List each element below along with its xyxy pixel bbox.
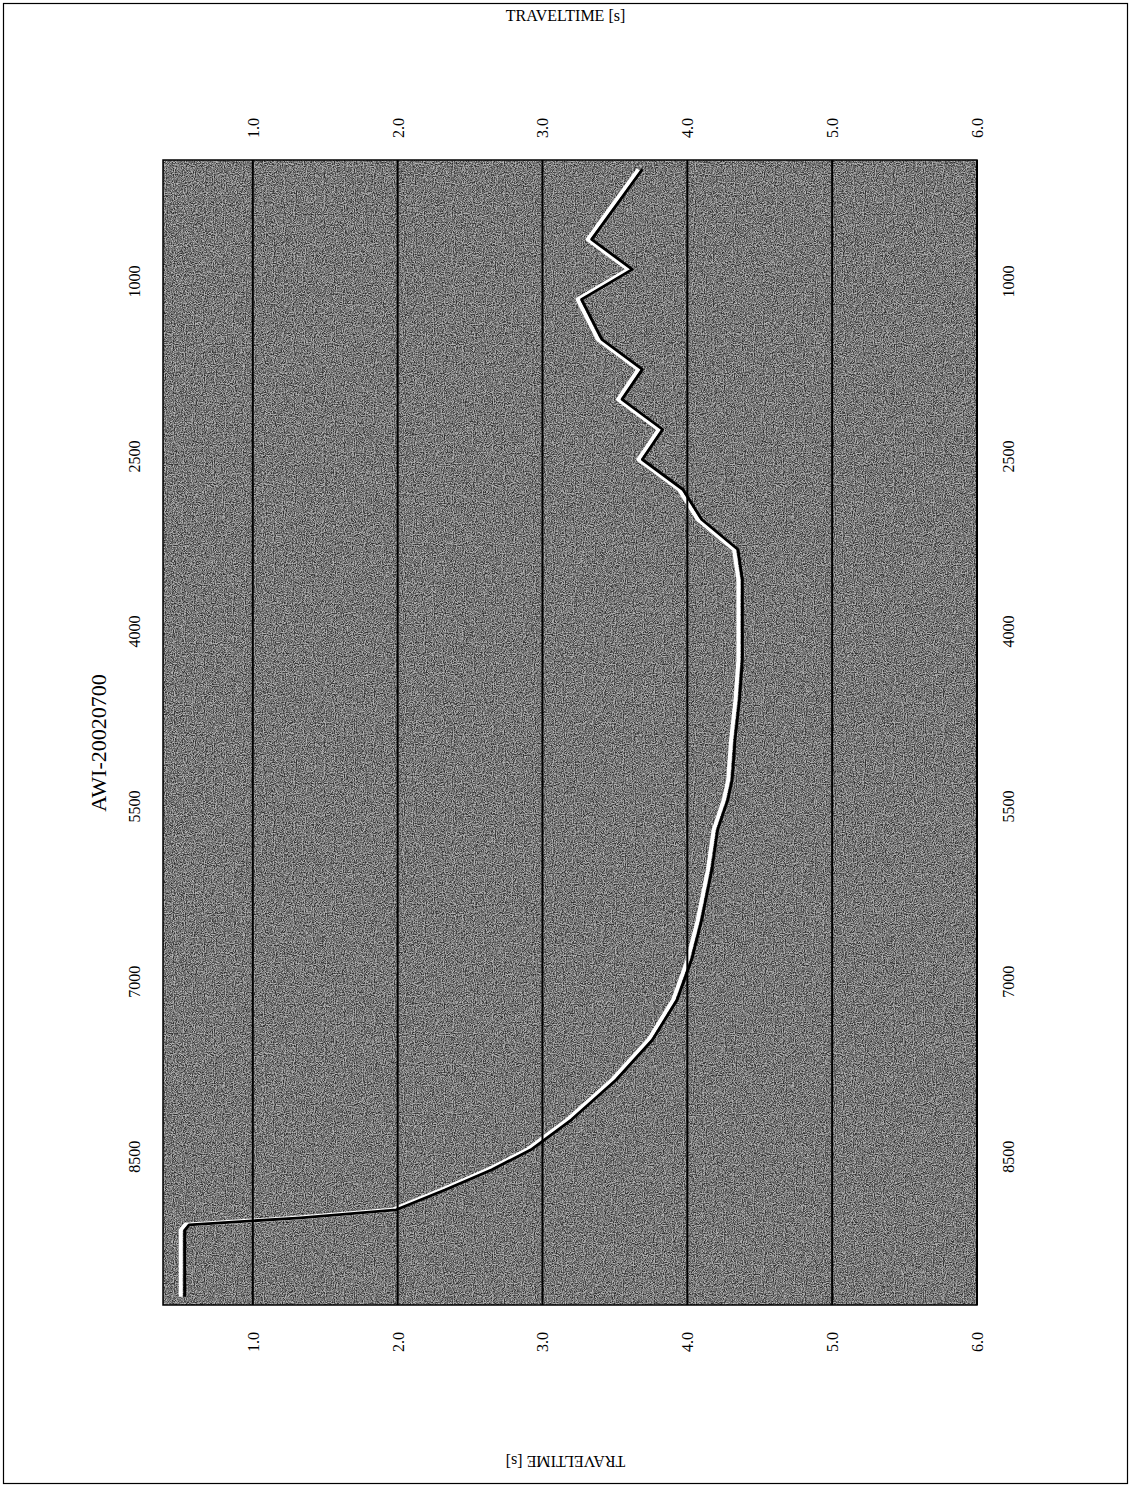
tick-label: 8500 bbox=[126, 1141, 143, 1173]
tick-label: 5500 bbox=[1000, 791, 1017, 823]
data-group bbox=[181, 169, 743, 1297]
tick-label: 4.0 bbox=[679, 118, 696, 138]
tick-label: 2500 bbox=[1000, 440, 1017, 472]
plot-background bbox=[163, 160, 977, 1305]
page-border bbox=[4, 4, 1128, 1484]
seismic-noise bbox=[163, 160, 977, 1305]
grid-line bbox=[541, 160, 543, 1305]
grid-line bbox=[686, 160, 688, 1305]
tick-label: 1.0 bbox=[245, 118, 262, 138]
grid-line bbox=[252, 160, 254, 1305]
tick-label: 3.0 bbox=[534, 1332, 551, 1352]
tick-label: 7000 bbox=[126, 966, 143, 998]
tick-label: 2.0 bbox=[390, 118, 407, 138]
tick-label: 5.0 bbox=[824, 118, 841, 138]
axis-title: TRAVELTIME [s] bbox=[506, 1453, 626, 1470]
chart-title: AWI-20020700 bbox=[86, 674, 111, 812]
figure: 1.0 1.0 2.0 2.0 3.0 3.0 4.0 4.0 5.0 5.0 6.0 6.0 1000… bbox=[0, 0, 1131, 1487]
grid-line bbox=[397, 160, 399, 1305]
tick-label: 4.0 bbox=[679, 1332, 696, 1352]
reflector-line bbox=[185, 169, 743, 1297]
tick-label: 8500 bbox=[1000, 1141, 1017, 1173]
tick-label: 7000 bbox=[1000, 966, 1017, 998]
reflector-highlight bbox=[181, 169, 739, 1297]
tick-label: 1000 bbox=[126, 265, 143, 297]
tick-label: 4000 bbox=[1000, 616, 1017, 648]
tick-label: 3.0 bbox=[534, 118, 551, 138]
tick-label: 2.0 bbox=[390, 1332, 407, 1352]
tick-label: 1000 bbox=[1000, 265, 1017, 297]
tick-label: 6.0 bbox=[969, 1332, 986, 1352]
grid-line bbox=[831, 160, 833, 1305]
axis-title: TRAVELTIME [s] bbox=[506, 7, 626, 24]
tick-label: 5.0 bbox=[824, 1332, 841, 1352]
tick-label: 6.0 bbox=[969, 118, 986, 138]
tick-label: 4000 bbox=[126, 616, 143, 648]
tick-label: 1.0 bbox=[245, 1332, 262, 1352]
tick-label: 5500 bbox=[126, 791, 143, 823]
tick-label: 2500 bbox=[126, 440, 143, 472]
plot-frame bbox=[163, 160, 977, 1305]
